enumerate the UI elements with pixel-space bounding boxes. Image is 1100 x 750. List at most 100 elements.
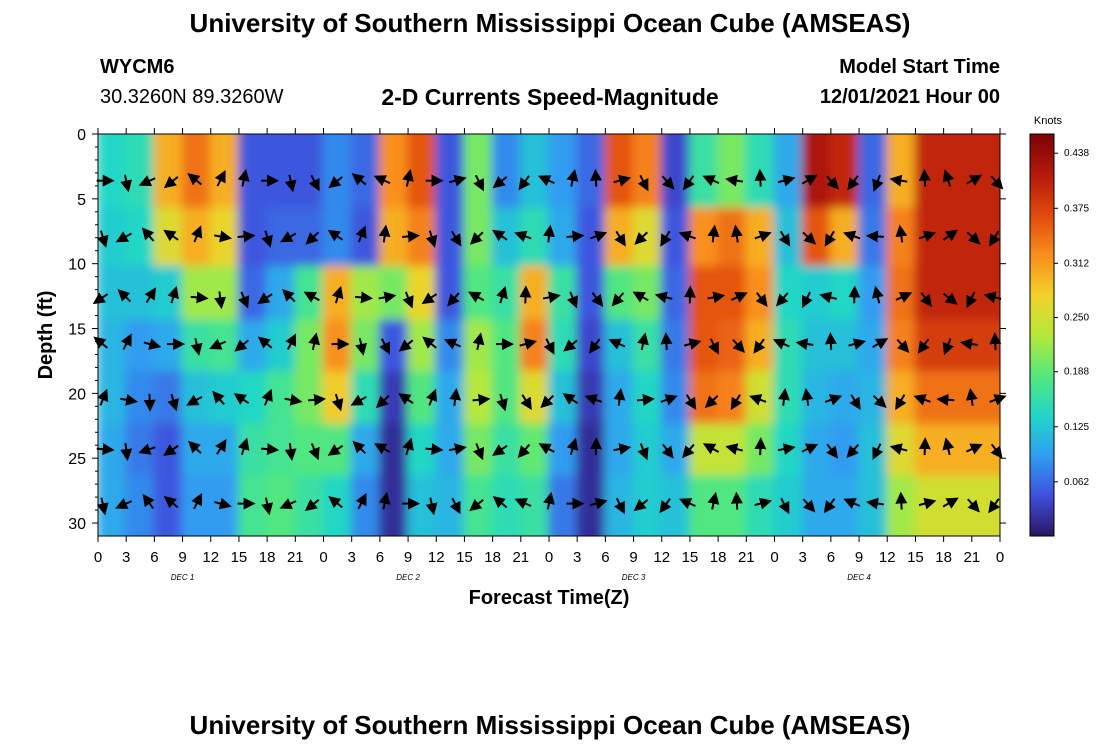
current-vector-arrow xyxy=(632,291,649,303)
current-vectors xyxy=(92,168,1007,516)
current-vector-arrow xyxy=(566,168,579,187)
current-vector-arrow xyxy=(801,174,818,186)
current-vector-arrow xyxy=(520,394,532,411)
current-vector-arrow xyxy=(936,393,955,406)
current-vector-arrow xyxy=(730,224,743,243)
heatmap-cell xyxy=(576,423,607,478)
heatmap-cell xyxy=(886,475,917,536)
current-vector-arrow xyxy=(707,224,720,243)
current-vector-arrow xyxy=(889,443,908,455)
current-vector-arrow xyxy=(281,289,296,303)
current-vector-arrow xyxy=(473,174,484,192)
x-tick-label: 3 xyxy=(799,549,807,566)
current-vector-arrow xyxy=(613,443,632,456)
heatmap-cell xyxy=(491,319,522,373)
heatmap-cell xyxy=(576,265,607,322)
current-vector-arrow xyxy=(331,285,344,304)
current-vector-arrow xyxy=(543,491,555,510)
heatmap-cell xyxy=(153,370,184,426)
current-vector-arrow xyxy=(778,497,790,515)
current-vector-arrow xyxy=(237,437,250,456)
heatmap-cell xyxy=(801,207,832,268)
current-vector-arrow xyxy=(444,338,461,350)
heatmap-cell xyxy=(350,134,381,210)
current-vector-arrow xyxy=(214,291,227,310)
heatmap-cell xyxy=(745,319,776,373)
current-vector-arrow xyxy=(566,437,579,456)
colorbar-tick-label: 0.062 xyxy=(1064,477,1089,488)
heatmap-cell xyxy=(463,475,494,536)
heatmap-cell xyxy=(717,319,748,373)
current-vector-arrow xyxy=(214,169,226,187)
heatmap-cell xyxy=(209,265,240,322)
current-vector-arrow xyxy=(308,332,320,351)
current-vector-arrow xyxy=(492,496,508,509)
current-vector-arrow xyxy=(163,229,179,242)
current-vector-arrow xyxy=(93,336,108,349)
heatmap-cell xyxy=(914,370,1000,426)
current-vector-arrow xyxy=(777,443,796,456)
y-tick-label: 25 xyxy=(68,451,86,468)
current-vector-arrow xyxy=(942,497,959,509)
heatmap-cell xyxy=(829,475,861,536)
heatmap-cell xyxy=(829,265,861,322)
heatmap-cell xyxy=(576,475,607,536)
current-vector-arrow xyxy=(566,230,585,243)
x-tick-label: 15 xyxy=(231,549,248,566)
x-tick-label: 9 xyxy=(178,549,186,566)
current-vector-arrow xyxy=(942,338,954,356)
x-day-label: DEC 4 xyxy=(847,573,871,582)
current-vector-arrow xyxy=(566,291,579,309)
heatmap-cell xyxy=(463,370,494,426)
current-vector-arrow xyxy=(920,291,933,307)
heatmap-cell xyxy=(322,423,353,478)
current-vector-arrow xyxy=(895,491,908,510)
heatmap-cell xyxy=(350,475,381,536)
current-vector-arrow xyxy=(614,497,625,515)
current-vector-arrow xyxy=(707,491,720,510)
current-vector-arrow xyxy=(447,292,460,307)
current-vector-arrow xyxy=(684,394,697,411)
current-vector-arrow xyxy=(284,174,297,193)
current-vector-arrow xyxy=(660,394,678,406)
current-vector-arrow xyxy=(141,227,155,242)
heatmap-cell xyxy=(294,475,325,536)
current-vector-arrow xyxy=(589,497,608,510)
heatmap-cell xyxy=(209,319,240,373)
current-vector-arrow xyxy=(355,225,367,243)
colorbar-tick-label: 0.312 xyxy=(1064,258,1089,269)
x-tick-label: 9 xyxy=(629,549,637,566)
heatmap-cell xyxy=(801,265,832,322)
current-vector-arrow xyxy=(120,333,132,350)
heatmap-cell xyxy=(407,475,438,536)
current-vector-arrow xyxy=(634,231,648,245)
current-vector-arrow xyxy=(142,493,155,510)
current-vector-arrow xyxy=(608,338,626,350)
heatmap-cell xyxy=(181,265,212,322)
current-vector-arrow xyxy=(801,291,813,309)
heatmap-cell xyxy=(660,370,691,426)
current-vector-arrow xyxy=(492,176,508,189)
heatmap-cell xyxy=(435,475,466,536)
heatmap-cell xyxy=(914,207,1000,268)
current-vector-arrow xyxy=(843,498,861,510)
heatmap-cell xyxy=(125,319,156,373)
heatmap-cell xyxy=(801,319,832,373)
heatmap-cell xyxy=(773,265,804,322)
current-vector-arrow xyxy=(163,496,179,509)
x-day-label: DEC 3 xyxy=(622,573,646,582)
y-tick-label: 15 xyxy=(68,322,86,339)
current-vector-arrow xyxy=(660,332,673,351)
heatmap-cell xyxy=(604,475,635,536)
current-vector-arrow xyxy=(778,230,791,247)
heatmap-cell xyxy=(632,319,663,373)
current-vector-arrow xyxy=(237,230,256,243)
current-vector-arrow xyxy=(233,393,250,405)
x-tick-label: 3 xyxy=(122,549,130,566)
heatmap-cell xyxy=(491,370,522,426)
heatmap-cell xyxy=(604,319,635,373)
heatmap-cell xyxy=(519,319,550,373)
current-vector-arrow xyxy=(92,292,109,305)
x-tick-label: 3 xyxy=(348,549,356,566)
heatmap-cell xyxy=(548,319,579,373)
